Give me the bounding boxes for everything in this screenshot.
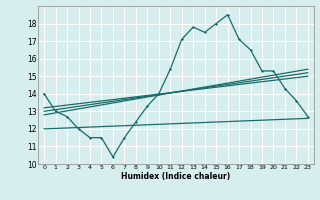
X-axis label: Humidex (Indice chaleur): Humidex (Indice chaleur) (121, 172, 231, 181)
